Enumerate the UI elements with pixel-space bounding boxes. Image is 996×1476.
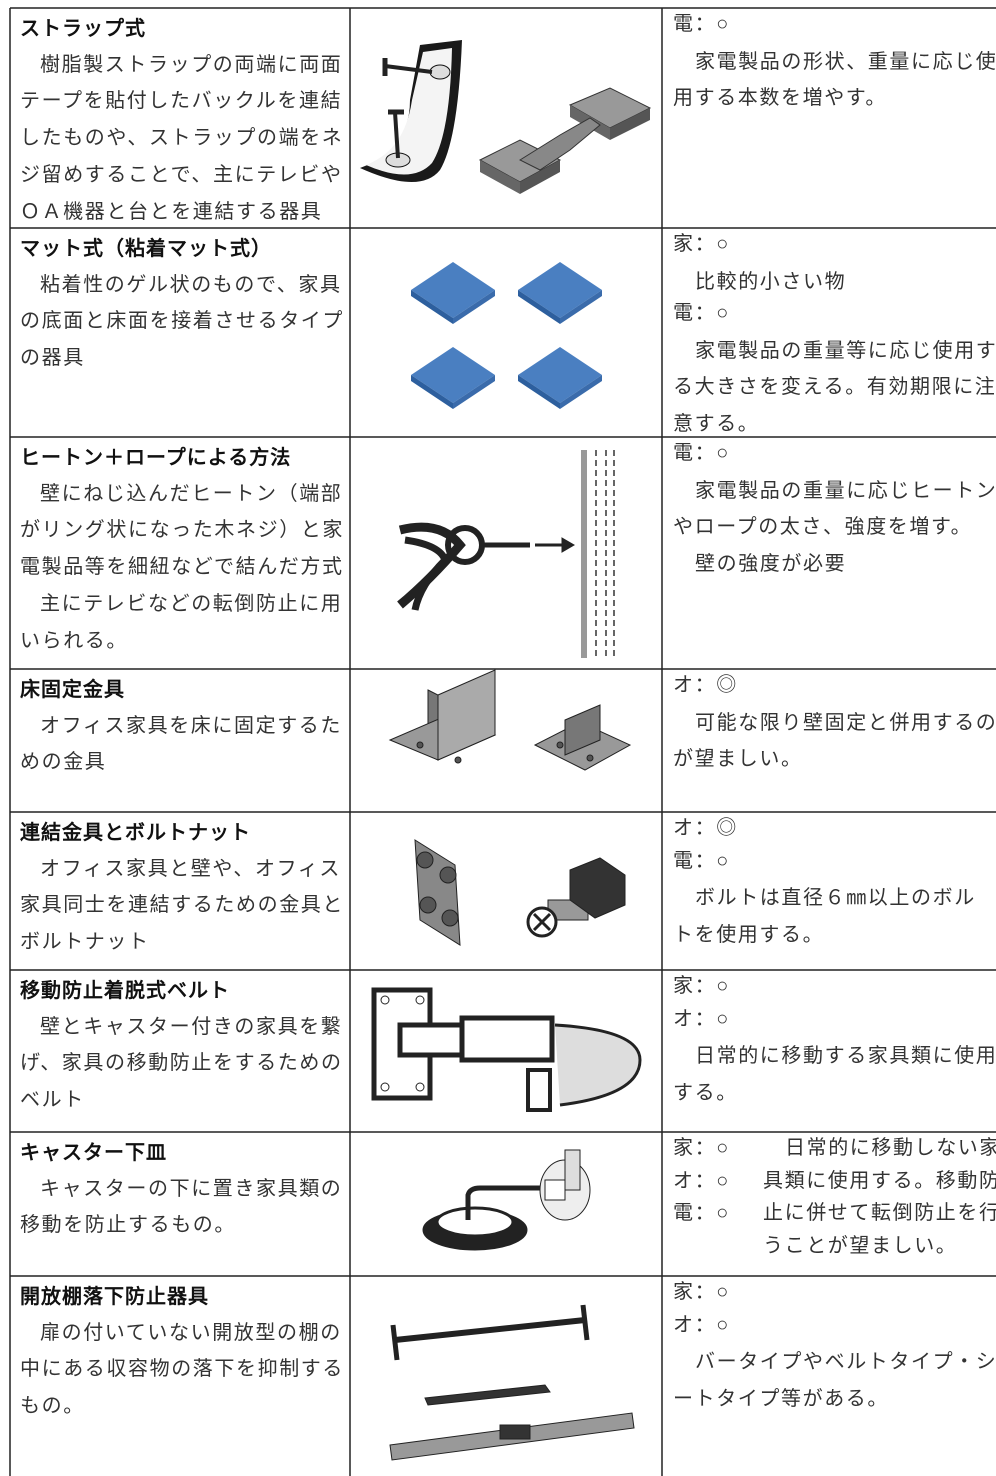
row-title: ストラップ式 [20,16,146,40]
description-line: 家具同士を連結するための金具と [20,894,344,917]
note-label: 電：○ [673,302,730,325]
note-label: オ：○ [673,1169,730,1192]
description-line: ボルトナット [20,931,150,954]
row-title: 移動防止着脱式ベルト [20,978,230,1002]
description-line: 壁とキャスター付きの家具を繋 [40,1015,343,1038]
description-line: オフィス家具を床に固定するた [40,714,342,737]
note-line: トを使用する。 [673,923,825,946]
note-label: オ：○ [673,1007,730,1030]
note-line: 用する本数を増やす。 [673,87,887,110]
note-label: 家：○ [673,975,730,997]
note-line: 家電製品の重量等に応じ使用す [695,339,996,362]
note-line: 日常的に移動する家具類に使用 [695,1045,996,1067]
description-line: ジ留めすることで、主にテレビや [20,163,343,186]
note-label: オ：◎ [673,817,738,839]
note-line: 可能な限り壁固定と併用するの [695,711,996,734]
note-line: 日常的に移動しない家 [785,1137,996,1159]
shelf-bar-illustration [389,1304,635,1461]
note-line: 意する。 [673,413,760,436]
description-line: ＯＡ機器と台とを連結する器具 [20,200,323,223]
description-line: 樹脂製ストラップの両端に両面 [40,53,343,76]
caster-cup-illustration [422,1149,591,1251]
note-label: 電：○ [673,13,730,35]
description-line: の底面と床面を接着させるタイプ [20,310,344,333]
description-line: テープを貼付したバックルを連結 [20,90,343,113]
note-line: 比較的小さい物 [695,270,847,293]
note-label: オ：○ [673,1313,730,1336]
description-line: の器具 [20,347,85,370]
row-title: ヒートン＋ロープによる方法 [20,445,292,469]
belt-illustration [371,987,642,1112]
description-line: 粘着性のゲル状のもので、家具 [40,273,342,296]
note-line: 壁の強度が必要 [695,552,847,575]
note-line: る大きさを変える。有効期限に注 [673,376,996,399]
note-label: 電：○ [673,442,730,464]
row-title: 連結金具とボルトナット [20,820,251,844]
note-label: 家：○ [673,1137,730,1159]
mat-illustration [411,262,602,409]
note-label: オ：◎ [673,674,738,696]
bolt-illustration [414,839,626,946]
note-line: バータイプやベルトタイプ・シ [695,1351,996,1373]
row-title: マット式（粘着マット式） [20,236,272,260]
note-label: 電：○ [673,849,730,872]
description-line: オフィス家具と壁や、オフィス [40,857,341,880]
description-line: キャスターの下に置き家具類の [40,1177,343,1200]
row-title: 開放棚落下防止器具 [20,1284,209,1308]
description-line: ベルト [20,1089,85,1112]
description-line: 主にテレビなどの転倒防止に用 [40,592,343,615]
note-label: 家：○ [673,233,730,255]
description-line: 電製品等を細紐などで結んだ方式 [20,556,344,579]
table-borders [9,7,996,1476]
description-line: 移動を防止するもの。 [20,1214,236,1237]
note-line: する。 [673,1081,738,1104]
note-line: うことが望ましい。 [763,1234,958,1257]
note-label: 電：○ [673,1202,730,1224]
floor-bracket-illustration [388,669,632,771]
description-line: いられる。 [20,629,128,652]
note-line: やロープの太さ、強度を増す。 [673,516,973,539]
note-line: ボルトは直径６㎜以上のボル [695,887,976,909]
description-line: したものや、ストラップの端をネ [20,127,344,150]
eye-bolt-illustration [397,450,615,658]
description-line: めの金具 [20,751,107,774]
description-line: 壁にねじ込んだヒートン（端部 [40,482,343,505]
note-line: 具類に使用する。移動防 [763,1169,996,1192]
note-label: 家：○ [673,1281,730,1303]
description-line: 扉の付いていない開放型の棚の [40,1321,342,1344]
note-line: ートタイプ等がある。 [673,1387,889,1410]
description-line: もの。 [20,1395,85,1418]
description-line: がリング状になった木ネジ）と家 [20,519,344,542]
row-title: キャスター下皿 [20,1140,167,1164]
note-line: 家電製品の重量に応じヒートン [695,479,996,502]
note-line: 止に併せて転倒防止を行 [763,1202,996,1224]
note-line: が望ましい。 [673,748,803,771]
strap-illustration [360,40,652,194]
row-title: 床固定金具 [20,677,125,701]
description-line: げ、家具の移動防止をするための [20,1052,343,1075]
note-line: 家電製品の形状、重量に応じ使 [695,50,996,73]
description-line: 中にある収容物の落下を抑制する [20,1358,344,1381]
